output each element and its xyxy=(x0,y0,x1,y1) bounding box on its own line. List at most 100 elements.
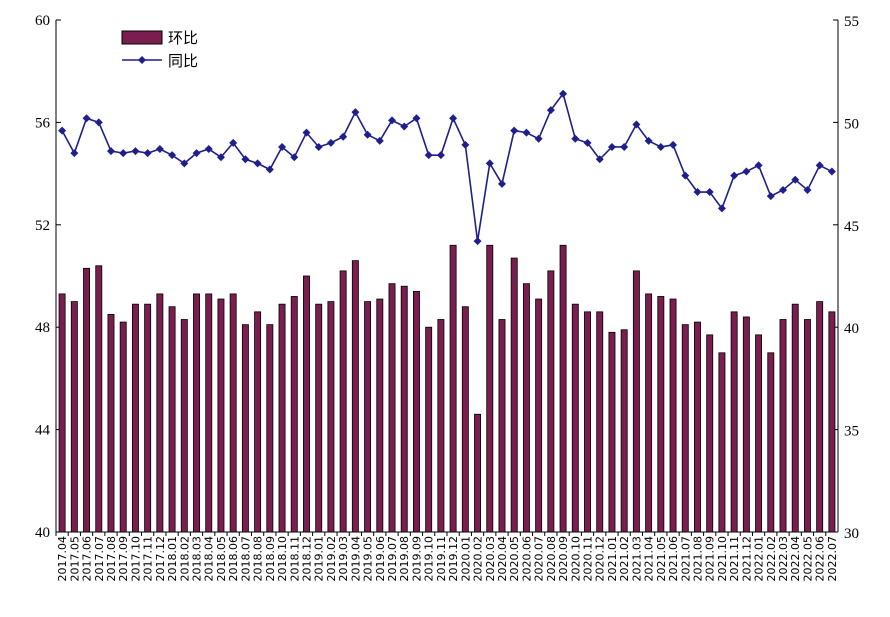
line-point xyxy=(375,136,384,145)
x-tick-label: 2020.07 xyxy=(533,536,546,582)
legend-label-bar: 环比 xyxy=(168,29,198,47)
bar xyxy=(522,283,530,533)
x-tick-label: 2019.06 xyxy=(374,536,387,582)
x-tick-label: 2022.05 xyxy=(801,536,814,582)
line-point xyxy=(278,142,287,151)
line-point xyxy=(473,237,482,246)
right-y-tick-label: 30 xyxy=(844,526,859,542)
bar xyxy=(131,303,139,533)
line-point xyxy=(559,89,568,98)
bar xyxy=(364,301,372,533)
left-y-tick-label: 40 xyxy=(35,525,50,541)
line-point xyxy=(326,138,335,147)
x-tick-label: 2017.12 xyxy=(154,536,167,582)
line-point xyxy=(766,192,775,201)
bar xyxy=(193,293,200,533)
bar xyxy=(461,306,469,533)
line-point xyxy=(803,185,812,194)
x-tick-label: 2018.09 xyxy=(264,536,277,582)
x-tick-label: 2020.02 xyxy=(472,536,485,582)
bar xyxy=(412,290,420,533)
line-point xyxy=(571,134,580,143)
bar xyxy=(779,319,787,533)
line-point xyxy=(583,138,592,147)
line-point xyxy=(290,153,299,162)
bar xyxy=(95,265,103,533)
line-point xyxy=(253,159,262,168)
bar xyxy=(205,293,213,533)
x-tick-label: 2021.04 xyxy=(643,536,656,582)
bar xyxy=(156,293,164,533)
line-point xyxy=(229,138,238,147)
bar xyxy=(119,321,127,533)
bar xyxy=(718,352,726,533)
line-point xyxy=(754,161,763,170)
x-tick-label: 2018.01 xyxy=(166,536,179,582)
bar xyxy=(83,267,91,533)
x-tick-label: 2020.01 xyxy=(459,536,472,582)
x-tick-label: 2021.02 xyxy=(618,536,631,582)
line-point xyxy=(681,171,690,180)
line-point xyxy=(644,136,653,145)
x-tick-label: 2021.05 xyxy=(655,536,668,582)
bar xyxy=(107,313,115,533)
x-tick-label: 2019.07 xyxy=(386,536,399,582)
bar xyxy=(632,270,640,533)
line-point xyxy=(106,147,115,156)
x-tick-label: 2017.06 xyxy=(81,536,94,582)
x-tick-label: 2017.11 xyxy=(142,536,155,582)
line-point xyxy=(119,149,128,158)
x-tick-label: 2019.03 xyxy=(337,536,350,582)
line-point xyxy=(742,167,751,176)
bar xyxy=(742,316,750,533)
line-point xyxy=(449,114,458,123)
line-point xyxy=(241,155,250,164)
line-point xyxy=(216,153,225,162)
bar xyxy=(791,303,799,533)
x-tick-label: 2022.06 xyxy=(814,536,827,582)
line-point xyxy=(497,179,506,188)
bar xyxy=(58,293,66,533)
x-tick-label: 2022.01 xyxy=(753,536,766,582)
x-tick-label: 2021.09 xyxy=(704,536,717,582)
x-tick-label: 2020.10 xyxy=(569,536,582,582)
x-tick-label: 2018.08 xyxy=(252,536,265,582)
bar xyxy=(730,311,738,533)
line-point xyxy=(693,188,702,197)
x-tick-label: 2019.10 xyxy=(423,536,436,582)
x-tick-label: 2018.05 xyxy=(215,536,228,582)
x-tick-label: 2018.10 xyxy=(276,536,289,582)
line-point xyxy=(510,126,519,135)
x-tick-label: 2018.07 xyxy=(239,536,252,582)
x-tick-label: 2021.11 xyxy=(728,536,741,582)
x-tick-label: 2017.07 xyxy=(93,536,106,582)
bar xyxy=(180,319,188,533)
x-tick-label: 2020.06 xyxy=(520,536,533,582)
x-tick-label: 2019.11 xyxy=(435,536,448,582)
x-tick-label: 2017.05 xyxy=(68,536,81,582)
left-y-tick-label: 56 xyxy=(35,115,51,131)
bar xyxy=(755,334,763,533)
bar xyxy=(290,296,298,533)
bar xyxy=(217,298,225,533)
x-tick-label: 2018.04 xyxy=(203,536,216,582)
line-point xyxy=(363,130,372,139)
bar xyxy=(339,270,347,533)
line-point xyxy=(180,159,189,168)
left-y-tick-label: 52 xyxy=(35,218,50,234)
line-point xyxy=(388,116,397,125)
x-tick-label: 2019.02 xyxy=(325,536,338,582)
bar xyxy=(510,257,518,533)
bar xyxy=(596,311,604,533)
x-tick-label: 2020.04 xyxy=(496,536,509,582)
right-y-tick-label: 35 xyxy=(844,424,859,440)
x-tick-label: 2019.12 xyxy=(447,536,460,582)
x-tick-label: 2020.03 xyxy=(484,536,497,582)
bar xyxy=(449,244,457,533)
bar xyxy=(425,326,433,533)
x-tick-label: 2017.09 xyxy=(117,536,130,582)
bar xyxy=(278,303,286,533)
